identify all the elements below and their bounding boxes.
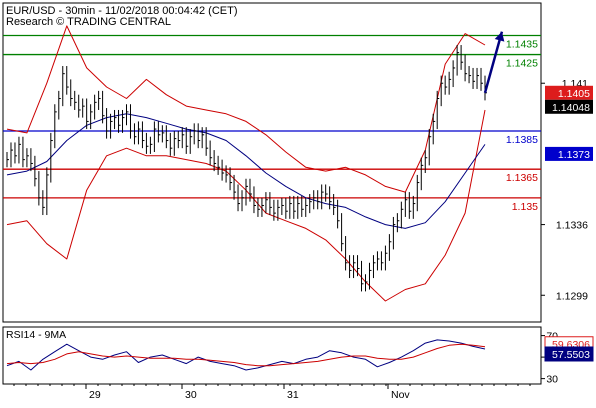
x-tick-label: 31 [287,389,299,401]
rsi-value-tag-box [544,346,594,362]
price-tag-box [545,146,593,161]
level-label: 1.1425 [506,58,538,70]
rsi-tick-label: 30 [546,374,558,386]
rsi-value-tag-label: 57.5503 [552,349,590,361]
chart-title: EUR/USD - 30min - 11/02/2018 00:04:42 (C… [6,5,238,17]
level-label: 1.135 [512,201,538,213]
y-tick-label: 1.1299 [556,290,588,302]
projection-arrowhead [494,31,505,42]
projection-arrow-line [483,31,504,94]
rsi-lines [6,339,486,371]
price-tag-box [545,99,593,114]
rsi-panel: RSI14 - 9MA [2,326,542,385]
level-label: 1.1435 [506,38,538,50]
price-panel: EUR/USD - 30min - 11/02/2018 00:04:42 (C… [2,2,542,323]
bollinger-upper-line [6,25,486,193]
rsi-panel-frame [2,326,542,385]
y-tick-label: 1.1336 [556,220,588,232]
chart-subtitle: Research © TRADING CENTRAL [6,16,171,28]
x-tick-label: 30 [185,389,197,401]
price-tag-label: 1.1373 [558,149,590,161]
x-tick-label: Nov [391,389,410,401]
price-tag-label: 1.14048 [552,102,590,114]
price-panel-frame [2,2,542,323]
x-axis: 29 30 31 Nov [13,384,531,401]
price-tags: 1.1405 1.14048 1.1373 [545,85,593,161]
price-tag-box [545,85,593,100]
level-label: 1.1385 [506,134,538,146]
x-tick-label: 29 [89,389,101,401]
rsi-title: RSI14 - 9MA [6,329,66,341]
price-bars [6,45,487,292]
rsi-ma-line [6,343,486,367]
price-tag-label: 1.1405 [558,88,590,100]
level-label: 1.1365 [506,172,538,184]
rsi-line [6,339,486,371]
